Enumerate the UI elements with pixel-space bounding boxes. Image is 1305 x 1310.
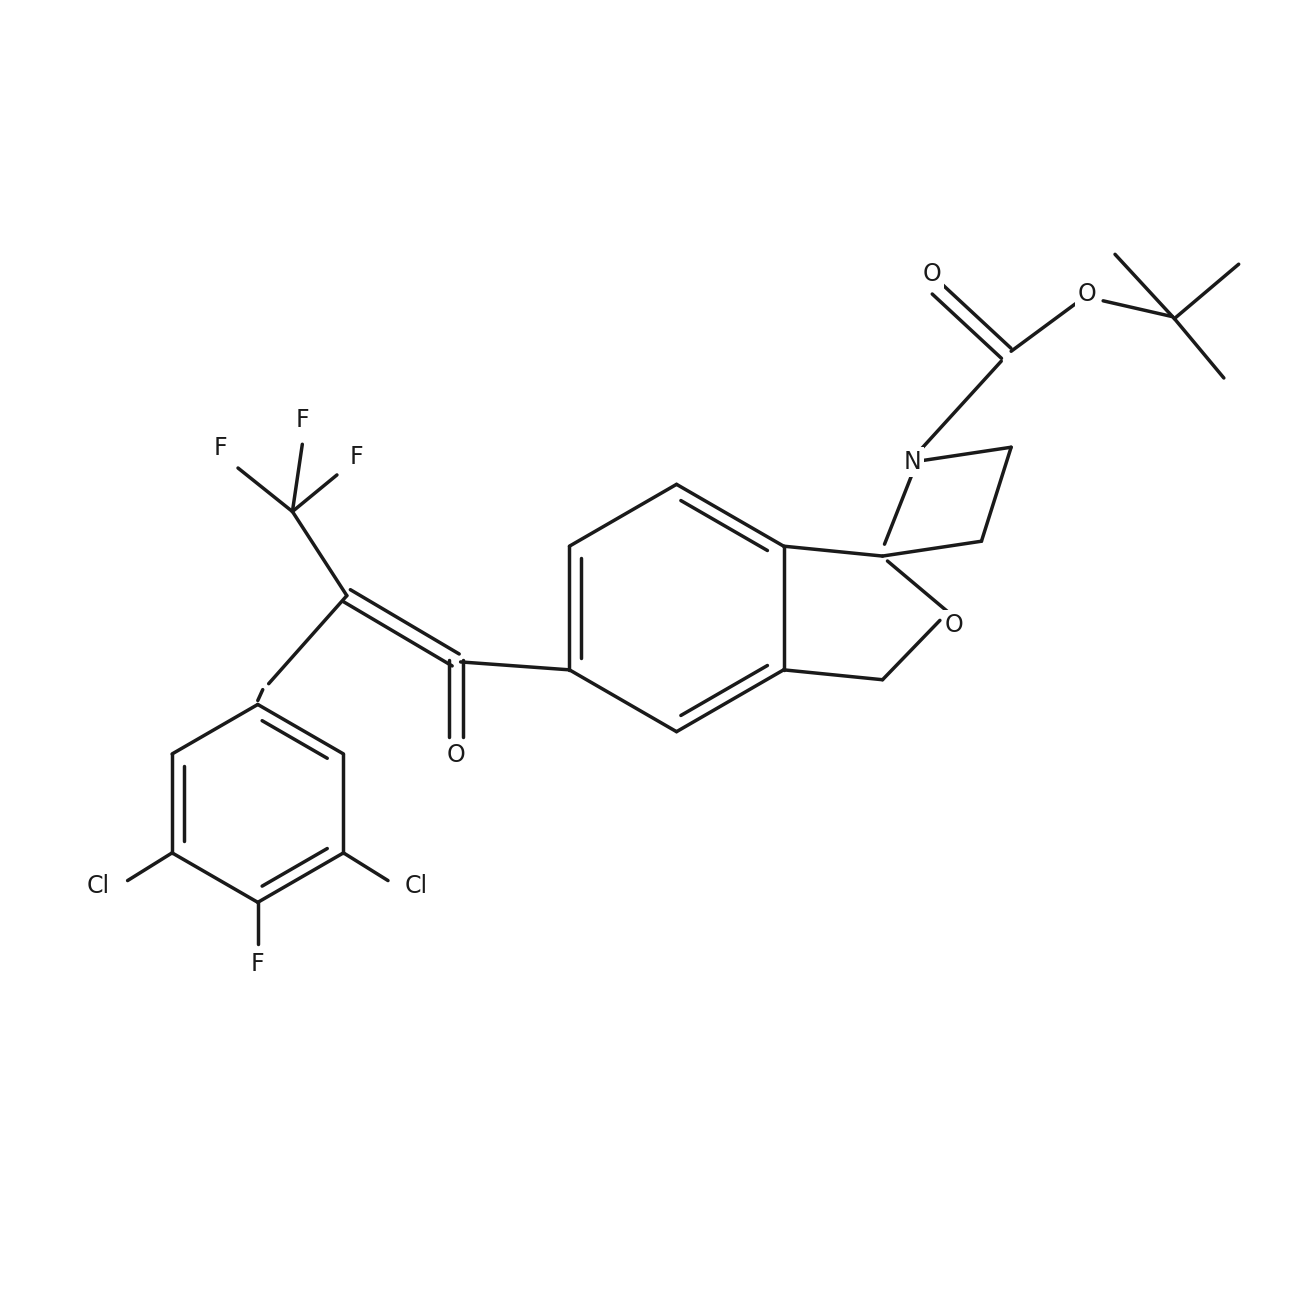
Text: F: F (214, 436, 227, 460)
Text: Cl: Cl (86, 874, 110, 897)
Text: Cl: Cl (405, 874, 427, 897)
Text: O: O (446, 743, 465, 766)
Text: F: F (295, 407, 309, 431)
Text: O: O (1078, 282, 1096, 305)
Text: F: F (251, 951, 265, 976)
Text: O: O (923, 262, 941, 286)
Text: N: N (903, 451, 921, 474)
Text: F: F (350, 445, 364, 469)
Text: O: O (945, 613, 963, 638)
